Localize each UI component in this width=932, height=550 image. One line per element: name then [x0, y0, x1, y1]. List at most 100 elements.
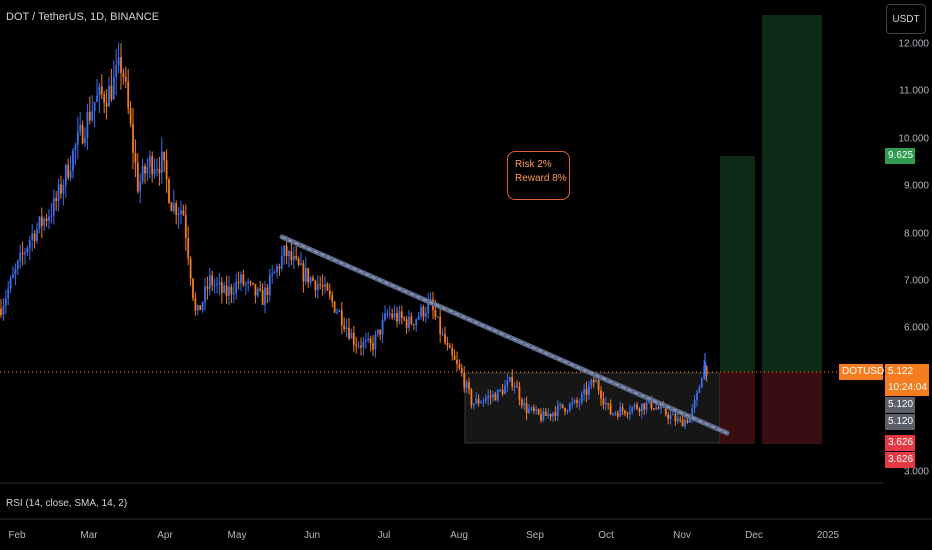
candle-body-174: [417, 316, 420, 320]
candle-body-196: [470, 389, 473, 406]
candle-body-261: [626, 413, 629, 415]
candle-body-250: [600, 390, 602, 399]
candle-body-45: [108, 85, 110, 107]
symbol-label: DOTUSDT: [839, 364, 890, 380]
candle-body-145: [348, 327, 350, 339]
candle-body-56: [134, 152, 137, 163]
candle-body-150: [360, 345, 362, 348]
candle-body-116: [278, 266, 281, 269]
candle-body-195: [468, 382, 470, 390]
candle-body-187: [448, 345, 451, 348]
candle-body-207: [496, 389, 499, 401]
candle-body-22: [52, 198, 55, 216]
candle-body-253: [607, 403, 610, 405]
candle-body-46: [110, 85, 113, 100]
reward-zone-1: [720, 156, 755, 372]
candle-body-28: [67, 164, 70, 178]
candle-body-30: [72, 150, 74, 172]
candle-body-206: [494, 394, 497, 401]
candle-body-9: [21, 252, 24, 254]
candle-body-201: [482, 400, 485, 403]
candle-body-15: [36, 228, 38, 242]
candle-body-272: [652, 408, 655, 410]
candle-body-78: [187, 237, 190, 259]
candle-body-88: [211, 275, 214, 286]
candle-body-227: [544, 411, 547, 416]
candle-body-64: [153, 169, 156, 175]
candle-body-135: [324, 284, 326, 287]
time-tick-dec: Dec: [745, 530, 763, 541]
candle-body-69: [165, 160, 168, 180]
candle-body-178: [427, 301, 430, 314]
candle-body-105: [252, 282, 254, 285]
candle-body-148: [355, 344, 358, 347]
candle-body-114: [273, 271, 276, 274]
candle-body-215: [516, 386, 518, 388]
candle-body-66: [158, 168, 161, 173]
candle-body-194: [465, 382, 468, 388]
candle-body-192: [460, 368, 463, 374]
candle-body-120: [288, 251, 290, 257]
candle-body-129: [309, 277, 312, 283]
candle-body-159: [381, 319, 384, 335]
candle-body-267: [640, 403, 643, 412]
price-tick-3: 3.000: [903, 466, 929, 478]
stop-price-badge-2: 3.626: [885, 452, 915, 468]
candle-body-170: [408, 316, 410, 328]
candle-body-259: [621, 407, 624, 411]
candle-body-237: [568, 403, 571, 411]
candle-body-140: [336, 311, 338, 313]
candle-body-111: [266, 287, 269, 296]
candle-body-132: [316, 284, 319, 291]
rsi-indicator-label[interactable]: RSI (14, close, SMA, 14, 2): [6, 498, 128, 509]
candle-body-89: [213, 284, 216, 286]
candle-body-84: [201, 302, 204, 311]
candle-body-184: [441, 333, 444, 335]
price-tick-12: 12.000: [898, 38, 929, 50]
candle-body-68: [163, 151, 166, 161]
candlestick-series: [0, 42, 708, 429]
price-tick-6: 6.000: [903, 322, 929, 334]
candle-body-36: [86, 112, 89, 139]
candle-body-147: [352, 332, 355, 345]
candle-body-141: [338, 310, 341, 312]
candle-body-122: [292, 256, 295, 261]
candle-body-285: [684, 419, 686, 427]
candle-body-244: [585, 389, 588, 395]
candle-body-82: [196, 305, 199, 311]
candle-body-13: [31, 233, 34, 240]
candle-body-236: [566, 410, 569, 412]
price-tick-11: 11.000: [899, 85, 929, 97]
risk-reward-note[interactable]: Risk 2% Reward 8%: [507, 151, 570, 200]
candle-body-169: [405, 319, 408, 328]
candle-body-177: [424, 313, 427, 317]
range-box: [464, 372, 721, 444]
candle-body-121: [290, 251, 293, 261]
candle-body-156: [374, 334, 377, 350]
target-price-badge: 9.625: [885, 148, 915, 164]
candle-body-18: [43, 218, 46, 226]
candle-body-138: [331, 295, 334, 302]
candle-body-239: [573, 400, 576, 403]
candle-body-193: [463, 373, 466, 388]
candle-body-152: [364, 340, 367, 342]
candle-body-25: [60, 184, 62, 194]
candle-body-23: [55, 198, 58, 202]
candle-body-118: [283, 245, 286, 257]
candle-body-251: [602, 398, 605, 405]
candle-body-117: [280, 256, 283, 269]
currency-button[interactable]: USDT: [886, 4, 926, 34]
candle-body-255: [612, 413, 614, 415]
candle-body-7: [16, 260, 19, 269]
time-tick-nov: Nov: [673, 530, 691, 541]
candle-body-168: [403, 317, 406, 320]
candle-body-85: [204, 286, 206, 303]
candle-body-164: [393, 313, 396, 318]
candle-body-269: [645, 402, 648, 410]
candle-body-49: [117, 57, 120, 66]
candle-body-176: [422, 306, 425, 317]
candle-body-218: [523, 403, 526, 406]
trendline: [279, 234, 730, 436]
candle-body-280: [672, 414, 674, 416]
